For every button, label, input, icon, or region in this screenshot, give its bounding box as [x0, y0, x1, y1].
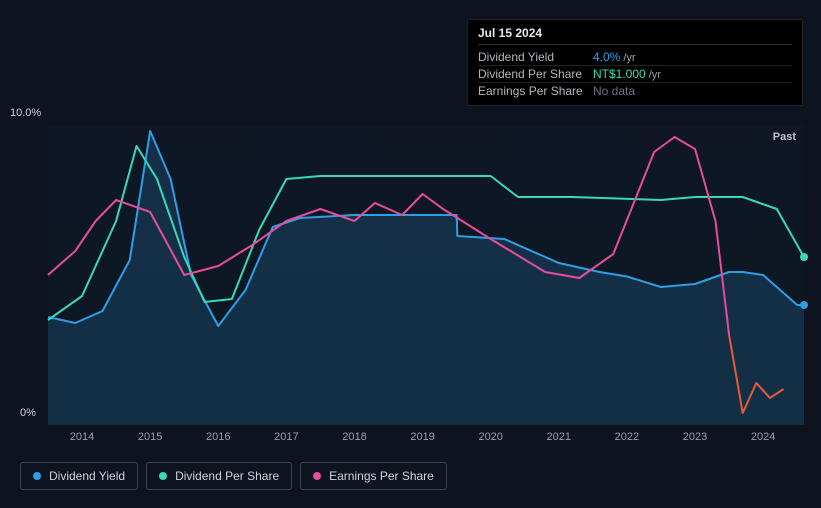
- chart-tooltip: Jul 15 2024 Dividend Yield4.0%/yrDividen…: [467, 19, 803, 106]
- tooltip-row-label: Earnings Per Share: [478, 84, 593, 98]
- x-tick-label: 2020: [478, 431, 502, 443]
- tooltip-row-value: 4.0%/yr: [593, 50, 636, 64]
- x-tick-label: 2017: [274, 431, 298, 443]
- legend-dot-icon: [313, 472, 321, 480]
- y-axis-max-label: 10.0%: [10, 107, 41, 119]
- x-tick-label: 2015: [138, 431, 162, 443]
- tooltip-date: Jul 15 2024: [478, 26, 792, 45]
- x-tick-label: 2021: [547, 431, 571, 443]
- legend-item[interactable]: Dividend Per Share: [146, 462, 292, 490]
- legend-label: Dividend Yield: [49, 469, 125, 483]
- x-tick-label: 2022: [615, 431, 639, 443]
- tooltip-row-label: Dividend Per Share: [478, 67, 593, 81]
- chart-svg: [48, 125, 804, 425]
- x-tick-label: 2023: [683, 431, 707, 443]
- legend-dot-icon: [33, 472, 41, 480]
- plot-area: Past: [48, 125, 804, 425]
- x-tick-label: 2024: [751, 431, 775, 443]
- legend-dot-icon: [159, 472, 167, 480]
- x-tick-label: 2014: [70, 431, 94, 443]
- tooltip-row-value: No data: [593, 84, 635, 98]
- legend-label: Dividend Per Share: [175, 469, 279, 483]
- x-tick-label: 2018: [342, 431, 366, 443]
- legend-item[interactable]: Earnings Per Share: [300, 462, 447, 490]
- tooltip-row-label: Dividend Yield: [478, 50, 593, 64]
- legend-label: Earnings Per Share: [329, 469, 434, 483]
- x-tick-label: 2019: [410, 431, 434, 443]
- tooltip-row: Dividend Yield4.0%/yr: [478, 49, 792, 66]
- tooltip-row: Earnings Per ShareNo data: [478, 83, 792, 99]
- x-axis-ticks: 2014 2015 2016 2017 2018 2019 2020 2021 2022 2023…: [48, 431, 804, 451]
- series-end-dot: [800, 253, 808, 261]
- chart-legend: Dividend Yield Dividend Per Share Earnings…: [20, 462, 447, 490]
- tooltip-row: Dividend Per ShareNT$1.000/yr: [478, 66, 792, 83]
- chart-region: 10.0% 0% Past 20142015201620172018201920…: [0, 105, 821, 455]
- series-end-dot: [800, 301, 808, 309]
- tooltip-row-value: NT$1.000/yr: [593, 67, 661, 81]
- x-tick-label: 2016: [206, 431, 230, 443]
- y-axis-min-label: 0%: [20, 407, 36, 419]
- legend-item[interactable]: Dividend Yield: [20, 462, 138, 490]
